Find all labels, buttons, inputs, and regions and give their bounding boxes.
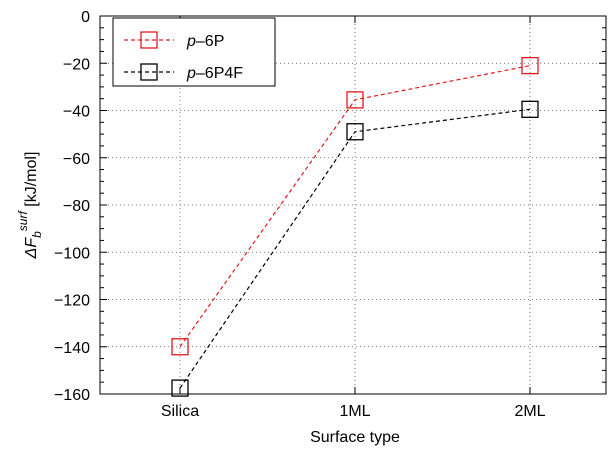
y-axis-label-superscript: surf (16, 210, 30, 232)
legend-entry-1: p–6P (124, 31, 224, 50)
x-axis-label: Surface type (310, 429, 400, 446)
x-tick-label-1: 1ML (339, 403, 370, 420)
y-tick-label-0: 0 (81, 9, 90, 26)
series-1-point-3 (521, 56, 539, 75)
series-2-point-2 (346, 123, 364, 141)
y-tick-label-6: −120 (54, 293, 90, 310)
legend-label-2: p–6P4F (186, 65, 243, 82)
legend-entry-2: p–6P4F (124, 63, 243, 82)
series-line-1 (179, 65, 531, 348)
series-1-point-1 (171, 338, 189, 356)
legend-box (112, 17, 276, 87)
y-tick-label-1: −20 (63, 56, 90, 73)
x-ticks: Silica 1ML 2ML (161, 16, 546, 420)
legend-marker-1 (140, 31, 158, 49)
y-axis-label: ΔFbsurf [kJ/mol] (16, 152, 44, 260)
series-2-point-3 (521, 100, 539, 118)
y-axis-label-symbol: ΔF (23, 237, 40, 260)
y-tick-label-5: −100 (54, 245, 90, 262)
x-tick-label-2: 2ML (514, 403, 545, 420)
y-axis-label-subscript: b (30, 231, 44, 238)
y-tick-label-3: −60 (63, 151, 90, 168)
grid (100, 16, 606, 394)
series-2 (171, 100, 539, 397)
y-tick-label-7: −140 (54, 340, 90, 357)
y-tick-label-2: −40 (63, 104, 90, 121)
series-group (171, 56, 539, 397)
x-tick-label-0: Silica (161, 403, 199, 420)
y-axis-label-unit: [kJ/mol] (23, 152, 40, 212)
legend: p–6P p–6P4F (112, 17, 276, 87)
legend-marker-2 (140, 63, 158, 81)
y-tick-label-8: −160 (54, 387, 90, 404)
series-2-point-1 (171, 379, 189, 397)
series-line-2 (179, 108, 531, 389)
y-ticks: 0 −20 −40 −60 −80 −100 −120 −140 −160 (54, 9, 606, 404)
legend-label-1: p–6P (186, 33, 224, 50)
series-1 (171, 56, 539, 356)
y-tick-label-4: −80 (63, 198, 90, 215)
series-1-point-2 (346, 91, 364, 109)
